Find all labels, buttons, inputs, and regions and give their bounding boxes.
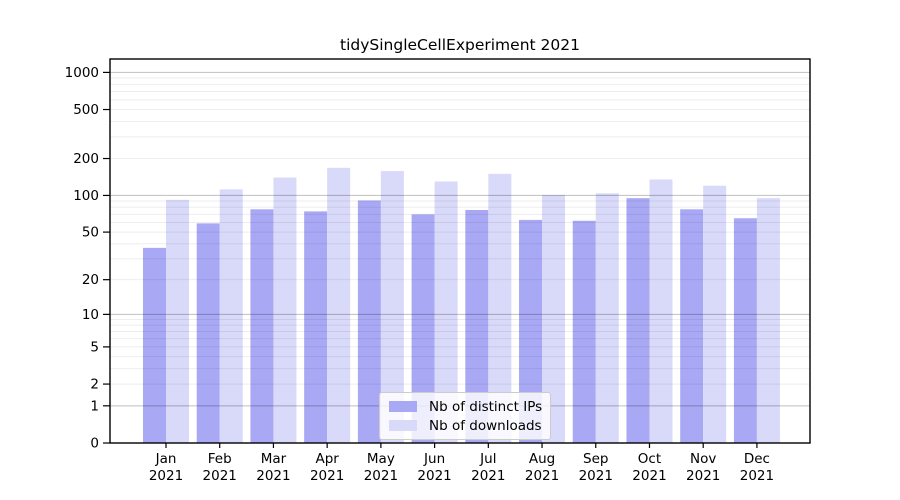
bar-nb-of-distinct-ips-feb xyxy=(196,223,220,443)
bar-nb-of-downloads-apr xyxy=(327,167,351,444)
x-tick-label-month: Mar xyxy=(261,451,287,467)
bar-nb-of-downloads-dec xyxy=(756,198,780,443)
legend-swatch-distinct-ips-icon xyxy=(389,401,417,412)
x-tick-label-year: 2021 xyxy=(525,468,559,484)
bar-nb-of-downloads-may xyxy=(380,171,404,443)
y-tick-label: 50 xyxy=(82,225,99,241)
bar-nb-of-distinct-ips-jul xyxy=(465,209,489,443)
y-tick-label: 100 xyxy=(73,188,99,204)
x-tick-label-month: Oct xyxy=(638,451,661,467)
x-tick-label-month: Jul xyxy=(479,451,496,467)
x-tick-label-year: 2021 xyxy=(686,468,720,484)
bar-nb-of-downloads-mar xyxy=(273,177,297,443)
legend-label-downloads: Nb of downloads xyxy=(429,417,542,434)
x-tick-label-month: Feb xyxy=(208,451,232,467)
bar-nb-of-distinct-ips-dec xyxy=(733,218,757,443)
bar-nb-of-distinct-ips-nov xyxy=(680,209,704,443)
bar-nb-of-distinct-ips-jun xyxy=(411,214,435,443)
x-tick-label-year: 2021 xyxy=(310,468,344,484)
x-tick-label-month: May xyxy=(367,451,395,467)
x-tick-label-month: Aug xyxy=(529,451,555,467)
x-tick-label-month: Dec xyxy=(744,451,770,467)
plot-frame xyxy=(109,58,811,444)
bar-nb-of-distinct-ips-may xyxy=(357,200,381,443)
y-tick-label: 0 xyxy=(90,436,99,452)
y-tick-label: 20 xyxy=(82,272,99,288)
y-tick-label: 10 xyxy=(82,307,99,323)
bar-nb-of-downloads-aug xyxy=(542,194,566,443)
chart-title: tidySingleCellExperiment 2021 xyxy=(340,36,580,54)
x-tick-label-year: 2021 xyxy=(203,468,237,484)
bar-nb-of-distinct-ips-jan xyxy=(143,247,166,443)
legend-swatch-downloads-icon xyxy=(389,420,417,431)
x-tick-label-year: 2021 xyxy=(417,468,451,484)
bar-nb-of-distinct-ips-apr xyxy=(304,211,328,443)
y-tick-label: 1 xyxy=(90,398,99,414)
x-tick-label-year: 2021 xyxy=(471,468,505,484)
legend-item-downloads: Nb of downloads xyxy=(389,417,542,434)
x-tick-label-month: Sep xyxy=(583,451,608,467)
y-tick-label: 5 xyxy=(90,339,99,355)
x-tick-label-year: 2021 xyxy=(256,468,290,484)
x-tick-label-year: 2021 xyxy=(740,468,774,484)
x-tick-label-year: 2021 xyxy=(364,468,398,484)
y-tick-label: 1000 xyxy=(65,65,99,81)
legend-item-distinct-ips: Nb of distinct IPs xyxy=(389,398,543,415)
y-tick-label: 2 xyxy=(90,377,99,393)
x-tick-label-year: 2021 xyxy=(632,468,666,484)
bar-nb-of-downloads-sep xyxy=(595,193,619,443)
x-tick-label-year: 2021 xyxy=(579,468,613,484)
x-tick-label-month: Apr xyxy=(315,451,339,467)
bar-nb-of-downloads-nov xyxy=(703,185,727,443)
x-tick-label-month: Jun xyxy=(423,451,445,467)
legend-label-distinct-ips: Nb of distinct IPs xyxy=(429,398,543,415)
bar-nb-of-downloads-jun xyxy=(434,181,458,443)
bar-nb-of-downloads-oct xyxy=(649,179,673,443)
bar-nb-of-downloads-feb xyxy=(219,189,243,443)
y-tick-label: 200 xyxy=(73,151,99,167)
bar-nb-of-distinct-ips-sep xyxy=(572,220,596,443)
bar-nb-of-distinct-ips-oct xyxy=(626,198,650,443)
y-tick-label: 500 xyxy=(73,102,99,118)
x-tick-label-month: Jan xyxy=(155,451,177,467)
bar-nb-of-downloads-jan xyxy=(166,199,189,443)
chart-legend: Nb of distinct IPs Nb of downloads xyxy=(379,392,551,440)
bar-nb-of-distinct-ips-aug xyxy=(519,219,543,443)
x-tick-label-year: 2021 xyxy=(149,468,183,484)
bar-nb-of-downloads-jul xyxy=(488,173,512,443)
bar-nb-of-distinct-ips-mar xyxy=(250,209,274,443)
x-tick-label-month: Nov xyxy=(690,451,716,467)
